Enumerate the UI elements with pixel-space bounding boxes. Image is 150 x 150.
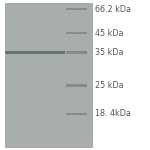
- Text: 18. 4kDa: 18. 4kDa: [95, 110, 131, 118]
- Text: 25 kDa: 25 kDa: [95, 81, 124, 90]
- Bar: [66, 8, 87, 10]
- Text: 35 kDa: 35 kDa: [95, 48, 124, 57]
- Text: 66.2 kDa: 66.2 kDa: [95, 4, 131, 14]
- Text: 45 kDa: 45 kDa: [95, 28, 124, 38]
- Bar: [66, 113, 87, 115]
- Bar: [4, 51, 64, 54]
- Bar: [4, 3, 92, 147]
- Bar: [66, 51, 87, 54]
- Bar: [66, 32, 87, 34]
- Bar: [66, 84, 87, 87]
